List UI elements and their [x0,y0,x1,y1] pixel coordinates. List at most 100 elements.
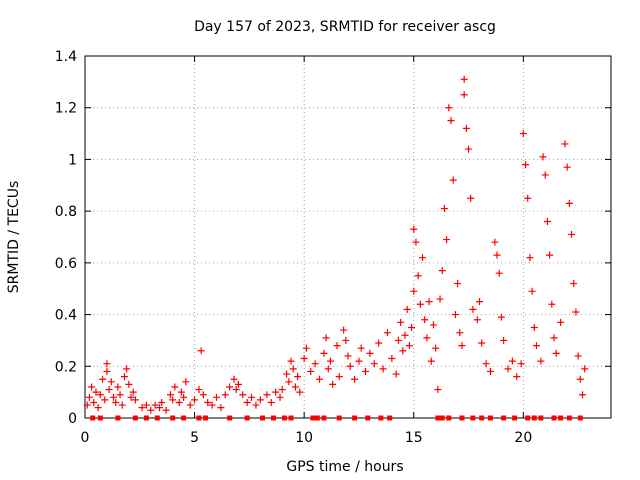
data-point [440,205,448,213]
data-point [204,398,212,406]
chart-title: Day 157 of 2023, SRMTID for receiver asc… [194,19,496,35]
data-point [546,251,554,259]
data-point [114,383,122,391]
data-point [491,238,499,246]
y-tick-label: 0.6 [55,256,77,272]
zero-data-point [387,415,393,421]
zero-data-point [314,415,320,421]
data-point [221,391,229,399]
data-point [497,313,505,321]
data-point [370,360,378,368]
zero-data-point [531,415,537,421]
data-point [169,396,177,404]
data-point [276,393,284,401]
data-point [513,373,521,381]
data-point [267,398,275,406]
data-point [272,388,280,396]
data-point [388,355,396,363]
data-point [287,357,295,365]
data-point [123,365,131,373]
data-point [429,321,437,329]
data-point [482,360,490,368]
data-point [419,254,427,262]
data-points [83,75,589,421]
data-point [379,365,387,373]
data-point [548,300,556,308]
zero-data-point [97,415,103,421]
data-point [563,163,571,171]
data-point [486,367,494,375]
data-point [195,386,203,394]
data-point [326,357,334,365]
data-point [465,145,473,153]
data-point [243,398,251,406]
data-point [109,393,117,401]
data-point [408,324,416,331]
data-point [355,357,363,365]
data-point [129,388,137,396]
zero-data-point [281,415,287,421]
data-point [399,347,407,355]
data-point [565,199,573,207]
data-point [256,396,264,404]
zero-data-point [439,415,445,421]
data-point [333,342,341,350]
data-point [175,398,183,406]
x-tick-label: 10 [295,430,313,446]
data-point [579,391,587,399]
data-point [351,375,359,383]
data-point [300,355,308,363]
data-point [186,401,194,409]
data-point [568,230,576,238]
zero-data-point [525,415,531,421]
data-point [405,342,413,350]
zero-data-point [470,415,476,421]
data-point [357,344,365,352]
data-point [217,404,225,412]
data-point [232,386,240,394]
data-point [344,352,352,360]
data-point [478,339,486,347]
data-point [335,373,343,381]
data-point [158,398,166,406]
x-tick-label: 0 [81,430,90,446]
data-point [213,393,220,401]
zero-data-point [154,415,160,421]
data-point [392,370,400,378]
data-point [460,75,468,83]
zero-data-point [378,415,384,421]
data-point [375,339,383,347]
data-point [561,140,569,148]
data-point [414,272,422,280]
zero-data-point [196,415,202,421]
data-point [425,298,433,306]
zero-data-point [270,415,276,421]
data-point [105,386,113,394]
data-point [131,396,139,404]
data-point [532,342,540,350]
y-tick-label: 1.2 [55,101,77,117]
data-point [88,383,96,391]
data-point [473,316,481,324]
y-tick-label: 1.4 [55,49,77,65]
zero-data-point [115,415,121,421]
y-tick-label: 1 [68,152,77,168]
zero-data-point [538,415,544,421]
data-point [383,329,391,337]
zero-data-point [365,415,371,421]
zero-data-point [479,415,485,421]
data-point [574,352,582,360]
data-point [570,280,578,288]
data-point [469,305,477,313]
data-point [127,393,135,401]
data-point [101,396,109,404]
zero-data-point [566,415,572,421]
zero-data-point [352,415,358,421]
data-point [467,194,475,202]
data-point [427,357,435,365]
zero-data-point [132,415,138,421]
data-point [324,365,332,373]
data-point [294,373,302,381]
grid-lines [85,56,611,418]
